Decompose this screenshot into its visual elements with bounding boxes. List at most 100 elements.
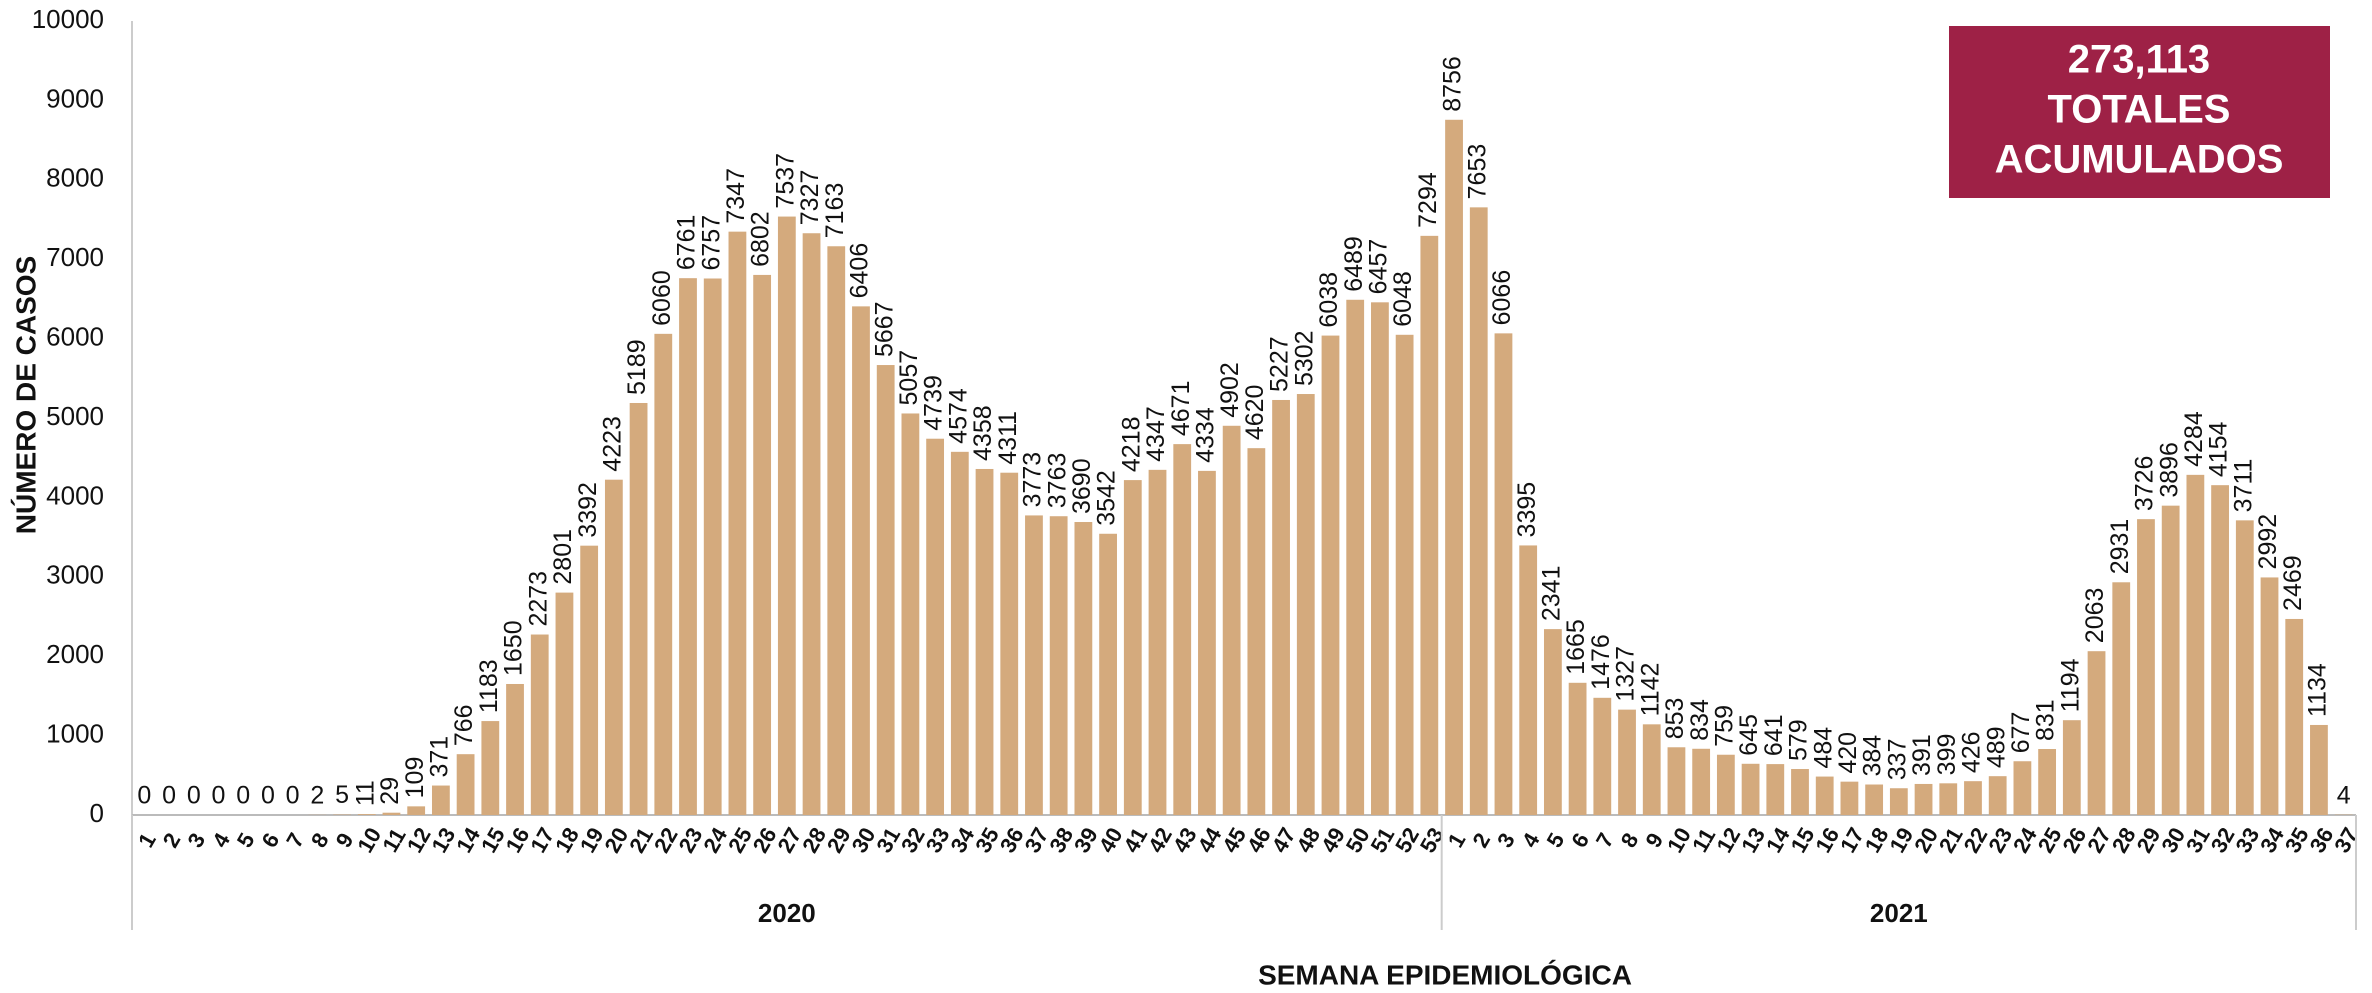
bar (1988, 776, 2007, 815)
bar (654, 333, 673, 815)
bar (1692, 748, 1711, 815)
data-label: 3726 (2131, 456, 2159, 512)
bar (1519, 545, 1538, 815)
data-label: 2 (310, 781, 324, 809)
bar (1741, 763, 1760, 815)
bar (2235, 520, 2254, 815)
bar (357, 814, 376, 815)
bar (1123, 480, 1142, 815)
data-label: 1183 (475, 659, 503, 713)
data-label: 766 (450, 704, 478, 746)
data-label: 426 (1958, 731, 1986, 773)
data-label: 5227 (1266, 336, 1294, 392)
bar (1568, 682, 1587, 815)
bar (1000, 472, 1019, 815)
data-label: 2341 (1537, 565, 1565, 621)
data-label: 831 (2032, 699, 2060, 741)
bar (1074, 522, 1093, 815)
data-label: 5667 (870, 301, 898, 357)
data-label: 6066 (1488, 270, 1516, 326)
bar (1716, 754, 1735, 815)
data-label: 337 (1883, 739, 1911, 781)
data-label: 2273 (524, 571, 552, 627)
data-label: 420 (1834, 732, 1862, 774)
bar (604, 479, 623, 815)
data-label: 6757 (697, 215, 725, 271)
bar (728, 231, 747, 815)
bar (1494, 333, 1513, 815)
data-label: 4671 (1167, 380, 1195, 436)
bar (407, 806, 426, 815)
bar (2310, 724, 2328, 815)
data-label: 834 (1686, 699, 1714, 741)
data-label: 1665 (1562, 619, 1590, 675)
bar (1815, 776, 1834, 815)
bar (530, 634, 549, 815)
data-label: 3392 (574, 482, 602, 538)
bar (1420, 235, 1439, 816)
data-label: 3896 (2155, 442, 2183, 498)
data-label: 6406 (846, 243, 874, 299)
data-label: 3395 (1513, 482, 1541, 538)
data-label: 2801 (549, 529, 577, 585)
y-tick-label: 4000 (46, 480, 104, 510)
x-axis-title: SEMANA EPIDEMIOLÓGICA (1258, 959, 1632, 990)
bar (2211, 485, 2229, 815)
bar (1889, 788, 1908, 815)
data-label: 7537 (771, 153, 799, 209)
bar (1296, 394, 1315, 815)
data-label: 7163 (821, 183, 849, 239)
data-label: 29 (376, 777, 404, 805)
x-tick-label: 6 (257, 829, 285, 852)
bar (1198, 470, 1216, 815)
annotation-box (1949, 26, 2330, 198)
data-label: 4311 (994, 411, 1022, 465)
x-tick-label: 2 (158, 829, 186, 852)
y-tick-label: 5000 (46, 401, 104, 431)
x-tick-label: 5 (1542, 829, 1570, 852)
bar (1445, 119, 1463, 815)
group-label: 2021 (1870, 898, 1928, 928)
bar (1865, 784, 1884, 815)
bar (1667, 747, 1686, 815)
data-label: 4739 (920, 375, 948, 431)
bar (802, 233, 821, 815)
bar (1914, 783, 1933, 815)
bar (1371, 302, 1389, 815)
data-label: 489 (1982, 726, 2010, 768)
bar (901, 413, 920, 815)
bar (2038, 749, 2057, 815)
bar (1840, 781, 1859, 815)
data-label: 1142 (1636, 663, 1664, 717)
data-label: 4358 (969, 405, 997, 461)
bar (1321, 335, 1340, 815)
data-label: 2992 (2254, 514, 2282, 570)
data-label: 6457 (1365, 239, 1393, 295)
data-label: 677 (2007, 712, 2035, 754)
y-tick-label: 6000 (46, 321, 104, 351)
data-label: 7347 (722, 168, 750, 224)
y-tick-label: 1000 (46, 718, 104, 748)
data-label: 1650 (500, 620, 528, 676)
data-label: 0 (162, 782, 176, 810)
data-label: 0 (212, 782, 226, 810)
data-label: 1194 (2056, 658, 2084, 712)
data-label: 6060 (648, 270, 676, 326)
data-label: 853 (1661, 698, 1689, 740)
data-label: 6048 (1389, 271, 1417, 327)
data-label: 399 (1933, 734, 1961, 776)
data-label: 4334 (1192, 407, 1220, 463)
data-label: 4284 (2180, 411, 2208, 467)
data-label: 3773 (1019, 452, 1047, 508)
y-tick-label: 0 (90, 798, 104, 828)
data-label: 8756 (1439, 56, 1467, 112)
data-label: 759 (1710, 705, 1738, 747)
bar (926, 438, 945, 815)
bar (2087, 651, 2106, 815)
data-label: 4154 (2205, 421, 2233, 477)
bar (629, 402, 648, 815)
x-tick-label: 1 (133, 829, 161, 852)
bar (1025, 515, 1043, 815)
data-label: 579 (1785, 719, 1813, 761)
data-label: 0 (236, 782, 250, 810)
